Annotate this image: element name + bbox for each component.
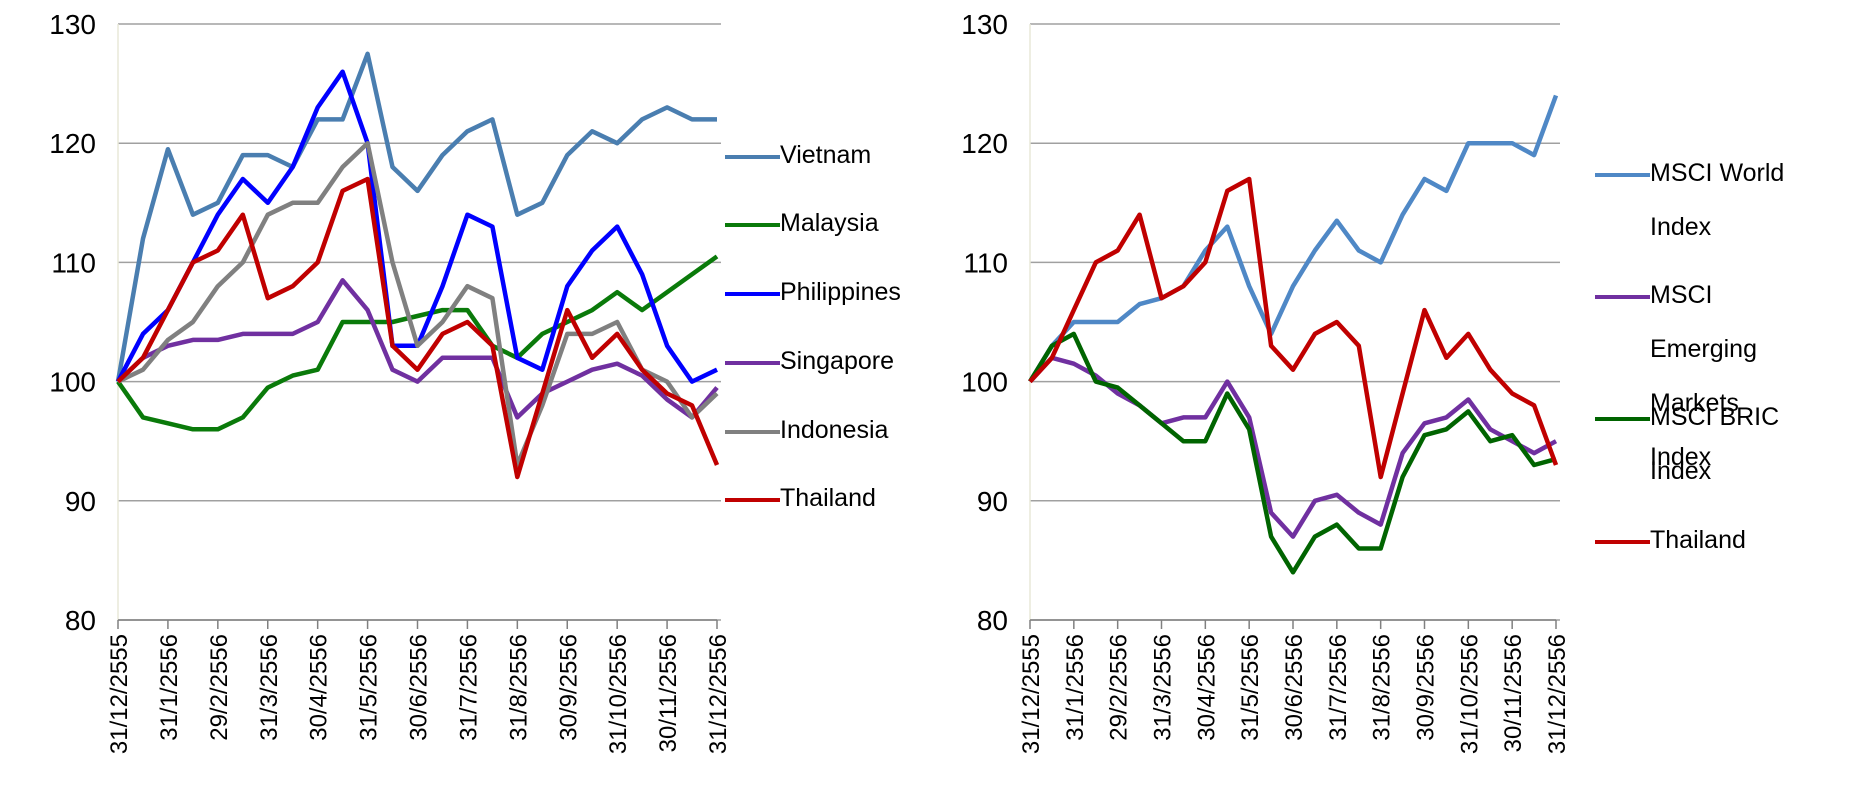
legend-label: Singapore	[780, 347, 894, 375]
legend-entry: Vietnam	[725, 141, 975, 182]
x-tick-label: 31/8/2556	[1369, 634, 1396, 741]
series-line	[1028, 331, 1557, 575]
y-tick-label: 110	[963, 247, 1008, 278]
legend-entry: Indonesia	[725, 416, 975, 457]
legend-label: MSCI World Index	[1650, 159, 1785, 241]
x-tick-label: 30/4/2556	[1193, 634, 1220, 741]
legend-label: Philippines	[780, 278, 901, 306]
legend-swatch	[1595, 540, 1650, 544]
series-line	[116, 278, 719, 420]
x-tick-label: 30/6/2556	[406, 634, 433, 741]
legend-entry: Thailand	[1595, 526, 1795, 567]
legend-swatch	[725, 223, 780, 227]
x-tick-label: 30/11/2556	[1500, 634, 1527, 752]
legend-label: Malaysia	[780, 209, 879, 237]
y-tick-label: 90	[65, 486, 96, 517]
y-tick-label: 120	[961, 128, 1008, 159]
legend-swatch	[1595, 295, 1650, 299]
legend-label: MSCI BRIC Index	[1650, 403, 1780, 485]
series-line	[1028, 94, 1559, 383]
x-tick-label: 31/5/2556	[356, 634, 383, 741]
legend-entry: MSCI World Index	[1595, 159, 1795, 254]
y-tick-label: 110	[51, 247, 96, 278]
y-tick-label: 120	[49, 128, 96, 159]
y-tick-label: 130	[961, 9, 1008, 40]
x-tick-label: 31/7/2556	[1325, 634, 1352, 741]
x-tick-label: 30/9/2556	[555, 634, 582, 741]
y-tick-label: 80	[977, 605, 1008, 636]
legend-entry: Singapore	[725, 347, 975, 388]
y-tick-label: 90	[977, 486, 1008, 517]
x-tick-label: 31/12/2555	[106, 634, 133, 754]
x-tick-label: 31/5/2556	[1237, 634, 1264, 741]
legend-entry: Philippines	[725, 278, 975, 319]
legend-swatch	[1595, 417, 1650, 421]
legend-swatch	[725, 361, 780, 365]
legend-swatch	[725, 430, 780, 434]
series-line	[116, 254, 719, 432]
x-tick-label: 31/7/2556	[455, 634, 482, 741]
legend-swatch	[1595, 173, 1650, 177]
x-tick-label: 30/11/2556	[655, 634, 682, 752]
x-tick-label: 31/10/2556	[605, 634, 632, 754]
legend-swatch	[725, 155, 780, 159]
x-tick-label: 31/3/2556	[256, 634, 283, 741]
series-line	[1028, 176, 1559, 480]
x-tick-label: 31/1/2556	[1062, 634, 1089, 741]
x-tick-label: 31/10/2556	[1456, 634, 1483, 754]
y-tick-label: 130	[49, 9, 96, 40]
y-tick-label: 100	[49, 367, 96, 398]
series-line	[116, 69, 718, 384]
legend-entry: Thailand	[725, 484, 975, 525]
x-tick-label: 30/6/2556	[1281, 634, 1308, 741]
legend-swatch	[725, 292, 780, 296]
x-tick-label: 29/2/2556	[206, 634, 233, 741]
y-tick-label: 100	[961, 367, 1008, 398]
legend-entry: MSCI Emerging Markets Index	[1595, 281, 1795, 484]
x-tick-label: 31/1/2556	[156, 634, 183, 741]
x-tick-label: 30/4/2556	[306, 634, 333, 741]
x-tick-label: 31/3/2556	[1150, 634, 1177, 741]
legend-label: MSCI Emerging Markets Index	[1650, 281, 1757, 471]
x-tick-label: 31/12/2556	[705, 634, 732, 754]
series-line	[116, 176, 720, 480]
x-tick-label: 29/2/2556	[1106, 634, 1133, 741]
legend-entry: Malaysia	[725, 209, 975, 250]
legend-label: Thailand	[1650, 526, 1746, 554]
x-tick-label: 31/8/2556	[505, 634, 532, 741]
legend-entry: MSCI BRIC Index	[1595, 403, 1795, 498]
x-tick-label: 31/12/2555	[1018, 634, 1045, 754]
x-tick-label: 30/9/2556	[1413, 634, 1440, 741]
y-tick-label: 80	[65, 605, 96, 636]
series-line	[1028, 355, 1558, 539]
series-line	[117, 140, 719, 468]
legend-swatch	[725, 498, 780, 502]
legend-label: Vietnam	[780, 141, 872, 169]
series-line	[115, 51, 717, 382]
legend-label: Indonesia	[780, 416, 889, 444]
legend-label: Thailand	[780, 484, 876, 512]
x-tick-label: 31/12/2556	[1544, 634, 1571, 754]
